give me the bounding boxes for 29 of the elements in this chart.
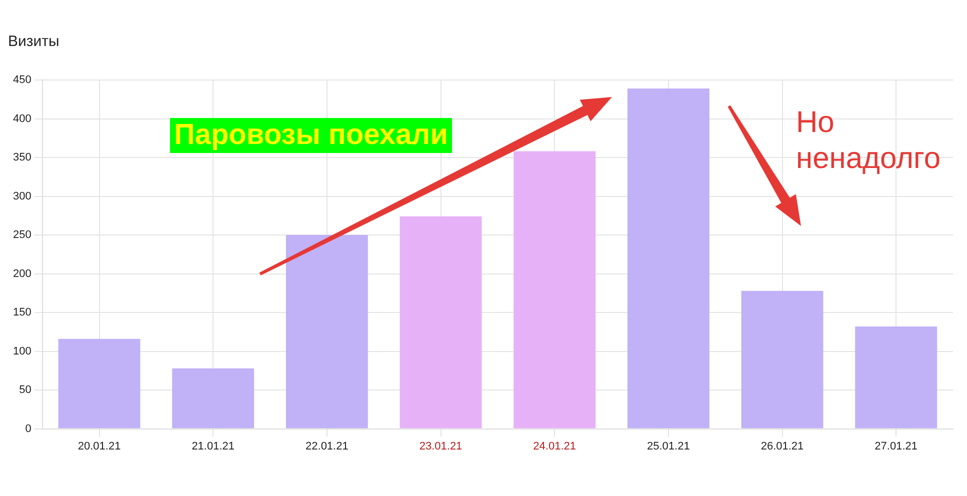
y-tick-label: 50 [19,384,32,396]
bar [855,326,938,428]
y-tick-label: 450 [12,74,32,86]
bar [627,88,710,428]
bar [286,235,368,428]
chart-title: Визиты [8,33,60,50]
y-tick-label: 250 [12,229,32,242]
y-tick-label: 400 [12,112,32,125]
bar [58,338,140,428]
bar [400,216,482,428]
x-tick-label: 24.01.21 [533,440,576,452]
y-tick-label: 150 [12,306,32,319]
y-tick-label: 350 [12,152,32,164]
x-tick-label: 22.01.21 [306,440,348,452]
bar [514,151,596,428]
y-tick-label: 100 [12,345,32,358]
x-tick-label: 20.01.21 [78,440,121,452]
y-tick-label: 0 [25,422,32,435]
annotation: Но ненадолго [796,105,942,177]
y-tick-label: 200 [12,268,32,280]
bar [741,290,824,428]
x-tick-label: 23.01.21 [419,440,462,452]
y-tick-label: 300 [12,190,32,202]
x-tick-label: 27.01.21 [874,440,918,452]
annotation: Паровозы поехали [170,118,452,153]
x-tick-label: 25.01.21 [647,440,690,452]
x-tick-label: 21.01.21 [192,440,235,452]
x-tick-label: 26.01.21 [760,440,804,452]
bar [172,368,254,428]
